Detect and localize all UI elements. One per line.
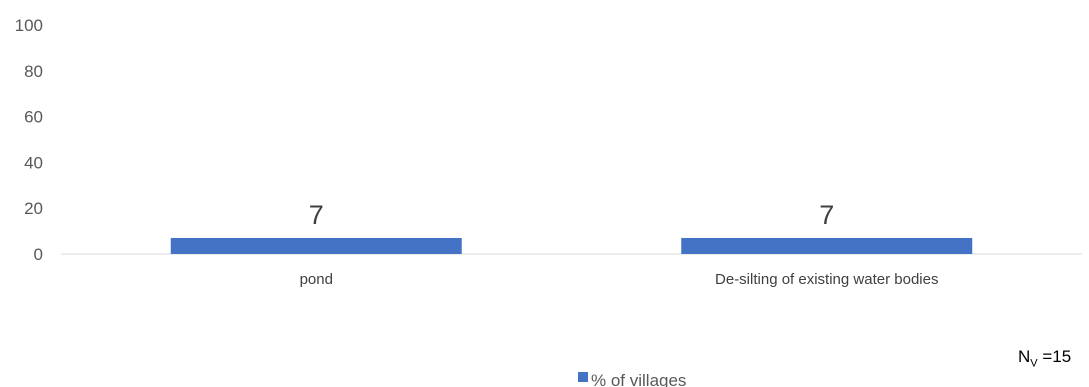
y-tick-label: 60: [24, 108, 43, 127]
category-label: De-silting of existing water bodies: [715, 271, 938, 288]
y-axis-ticks: 0 20 40 60 80 100: [15, 16, 43, 264]
note-suffix: =15: [1037, 347, 1072, 366]
legend-label: % of villages: [591, 371, 686, 387]
legend-swatch: [578, 372, 588, 382]
note-sub: V: [1030, 357, 1038, 370]
y-tick-label: 0: [34, 245, 43, 264]
y-tick-label: 40: [24, 153, 43, 172]
y-tick-label: 100: [15, 16, 43, 35]
category-labels: pond De-silting of existing water bodies: [300, 271, 939, 288]
bar: [170, 237, 462, 254]
legend: % of villages: [578, 371, 686, 387]
category-label: pond: [300, 271, 333, 288]
bars: [170, 237, 973, 254]
sample-size-note: NV =15: [1018, 347, 1071, 369]
data-label: 7: [309, 200, 324, 230]
bar: [681, 237, 973, 254]
y-tick-label: 80: [24, 62, 43, 81]
note-main: N: [1018, 347, 1031, 366]
y-tick-label: 20: [24, 199, 43, 218]
data-label: 7: [819, 200, 834, 230]
